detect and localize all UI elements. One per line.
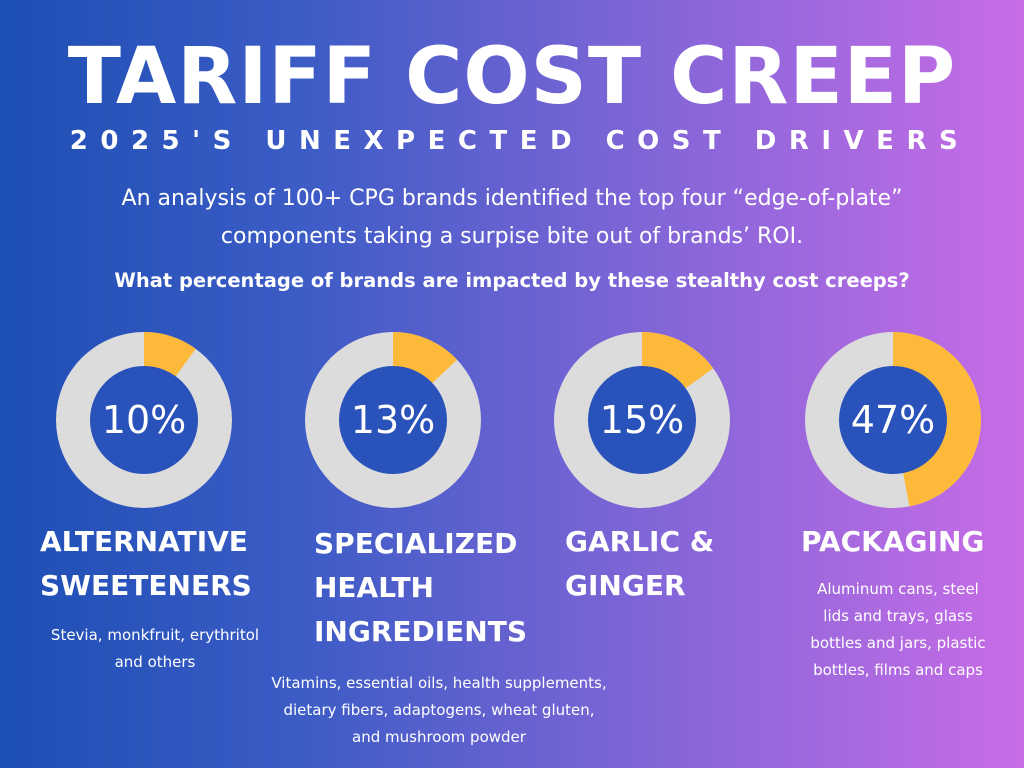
donut-hole [839,366,947,474]
category-desc-line: Aluminum cans, steel [817,580,979,598]
intro-text: An analysis of 100+ CPG brands identifie… [42,180,982,256]
category-desc-line: Stevia, monkfruit, erythritol [50,626,260,644]
category-desc-line: and mushroom powder [352,728,526,746]
category-desc-line: dietary fibers, adaptogens, wheat gluten… [283,701,595,719]
donut-chart-alternative-sweeteners: 10% [56,332,232,508]
donut-chart-specialized-health-ingredients: 13% [305,332,481,508]
intro-line-2: components taking a surpise bite out of … [220,224,804,249]
category-desc-packaging: Aluminum cans, steel lids and trays, gla… [790,576,1006,684]
category-desc-specialized-health-ingredients: Vitamins, essential oils, health supplem… [244,670,634,751]
category-title-line: ALTERNATIVE [40,525,248,558]
page-subtitle: 2025'S UNEXPECTED COST DRIVERS [69,126,971,156]
category-desc-line: bottles, films and caps [813,661,983,679]
donut-chart-packaging: 47% [805,332,981,508]
category-title-line: INGREDIENTS [314,615,528,648]
donut-hole [90,366,198,474]
category-desc-line: bottles and jars, plastic [810,634,986,652]
category-title-alternative-sweeteners: ALTERNATIVE SWEETENERS [40,520,252,608]
category-title-garlic-ginger: GARLIC & GINGER [565,520,714,608]
donut-chart-garlic-ginger: 15% [554,332,730,508]
donut-value-label: 13% [351,398,435,442]
category-desc-line: and others [114,653,196,671]
category-title-specialized-health-ingredients: SPECIALIZED HEALTH INGREDIENTS [314,522,527,654]
category-title-line: PACKAGING [801,525,985,558]
donut-value-label: 10% [102,398,186,442]
question-text: What percentage of brands are impacted b… [114,269,910,292]
category-title-line: SWEETENERS [40,569,252,602]
donut-hole [339,366,447,474]
category-title-line: GARLIC & [565,525,715,558]
intro-line-1: An analysis of 100+ CPG brands identifie… [121,186,903,211]
category-desc-line: Vitamins, essential oils, health supplem… [271,674,607,692]
category-title-line: GINGER [565,569,686,602]
category-title-packaging: PACKAGING [801,520,984,564]
category-title-line: SPECIALIZED [314,527,518,560]
category-desc-line: lids and trays, glass [823,607,973,625]
donut-value-label: 47% [851,398,935,442]
donut-hole [588,366,696,474]
page-title: TARIFF COST CREEP [67,32,957,122]
category-title-line: HEALTH [314,571,434,604]
category-desc-alternative-sweeteners: Stevia, monkfruit, erythritol and others [30,622,280,676]
donut-value-label: 15% [600,398,684,442]
